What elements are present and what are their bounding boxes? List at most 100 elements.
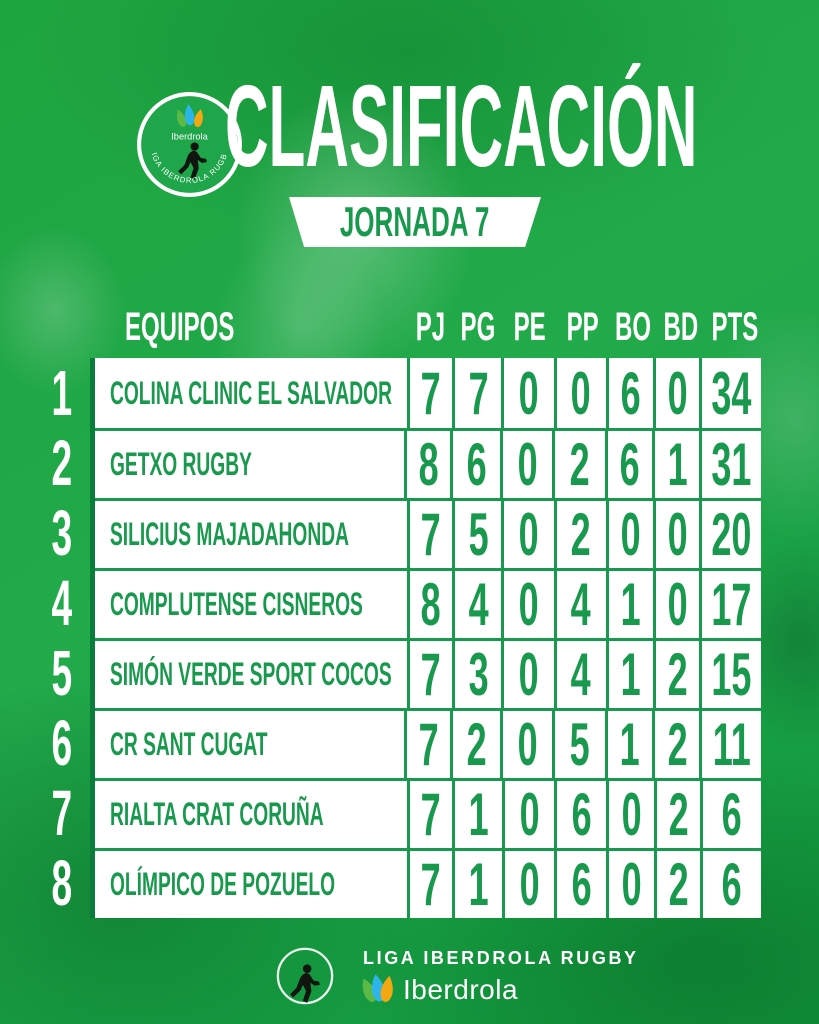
standings-table: COLINA CLINIC EL SALVADOR 7 7 0 0 6 0 34 GETXO R… bbox=[90, 358, 761, 918]
league-badge: Iberdrola LIGA IBERDROLA RUGBY bbox=[133, 84, 243, 198]
stat-cell-bd: 2 bbox=[653, 851, 700, 918]
table-row: SIMÓN VERDE SPORT COCOS 7 3 0 4 1 2 15 bbox=[95, 638, 761, 708]
table-row: COMPLUTENSE CISNEROS 8 4 0 4 1 0 17 bbox=[95, 568, 761, 638]
stat-cell-pe: 0 bbox=[501, 571, 553, 638]
rank-number: 5 bbox=[51, 637, 73, 709]
stat-cell-pp: 4 bbox=[553, 571, 606, 638]
stat-cell-pg: 2 bbox=[450, 711, 500, 778]
stat-cell-pe: 0 bbox=[501, 358, 553, 428]
table-row: SILICIUS MAJADAHONDA 7 5 0 2 0 0 20 bbox=[95, 498, 761, 568]
stat-cell-pg: 3 bbox=[452, 641, 501, 708]
iberdrola-logo-icon bbox=[362, 974, 393, 1002]
stat-cell-bd: 0 bbox=[652, 358, 699, 428]
stat-header-pe: PE bbox=[513, 305, 546, 349]
footer-rugby-badge bbox=[275, 946, 335, 1006]
rank-number: 1 bbox=[51, 357, 73, 429]
stat-cell-bo: 0 bbox=[606, 851, 653, 918]
team-name-cell: OLÍMPICO DE POZUELO bbox=[110, 866, 336, 902]
team-name-cell: SILICIUS MAJADAHONDA bbox=[110, 516, 349, 552]
stat-cell-pts: 6 bbox=[699, 781, 761, 848]
round-label: JORNADA 7 bbox=[340, 198, 490, 245]
stat-cell-pp: 6 bbox=[553, 781, 606, 848]
stat-cell-pe: 0 bbox=[499, 431, 553, 498]
stat-cell-pj: 8 bbox=[407, 571, 452, 638]
table-row: CR SANT CUGAT 7 2 0 5 1 2 11 bbox=[95, 708, 761, 778]
iberdrola-league-badge-icon: Iberdrola LIGA IBERDROLA RUGBY bbox=[133, 84, 242, 197]
stat-header-pj: PJ bbox=[415, 305, 445, 349]
stat-cell-pg: 1 bbox=[452, 781, 501, 848]
round-banner: JORNADA 7 bbox=[289, 197, 541, 247]
stat-cell-bd: 0 bbox=[652, 571, 699, 638]
stat-header-pts: PTS bbox=[711, 305, 759, 349]
table-row: GETXO RUGBY 8 6 0 2 6 1 31 bbox=[95, 428, 761, 498]
rank-number: 3 bbox=[51, 497, 73, 569]
stat-header-bd: BD bbox=[663, 305, 698, 349]
rank-number: 4 bbox=[51, 567, 73, 639]
stat-cell-pj: 7 bbox=[407, 781, 452, 848]
rugby-player-silhouette-icon bbox=[178, 142, 207, 180]
stat-header-pg: PG bbox=[460, 305, 496, 349]
stat-cell-bo: 1 bbox=[604, 711, 653, 778]
stat-cell-pg: 6 bbox=[450, 431, 500, 498]
table-row: COLINA CLINIC EL SALVADOR 7 7 0 0 6 0 34 bbox=[95, 358, 761, 428]
stat-cell-pg: 5 bbox=[452, 501, 501, 568]
stat-cell-pts: 20 bbox=[699, 501, 761, 568]
stat-cell-pp: 6 bbox=[553, 851, 606, 918]
stat-cell-pg: 1 bbox=[452, 851, 501, 918]
stat-cell-pe: 0 bbox=[501, 781, 554, 848]
stat-cell-bd: 2 bbox=[653, 781, 700, 848]
stat-cell-pe: 0 bbox=[501, 501, 553, 568]
team-name-cell: GETXO RUGBY bbox=[110, 446, 252, 482]
stat-cell-pe: 0 bbox=[501, 641, 553, 708]
stat-cell-pe: 0 bbox=[499, 711, 553, 778]
team-name-cell: RIALTA CRAT CORUÑA bbox=[110, 796, 324, 832]
stat-cell-pts: 15 bbox=[699, 641, 761, 708]
table-row: OLÍMPICO DE POZUELO 7 1 0 6 0 2 6 bbox=[95, 848, 761, 918]
badge-brand-label: Iberdrola bbox=[171, 131, 208, 141]
stat-cell-bo: 0 bbox=[606, 781, 653, 848]
stat-cell-pts: 11 bbox=[699, 711, 761, 778]
footer-brand: Iberdrola bbox=[360, 972, 518, 1008]
stat-cell-pg: 7 bbox=[452, 358, 501, 428]
stat-cell-bo: 6 bbox=[605, 358, 653, 428]
stat-header-pp: PP bbox=[566, 305, 599, 349]
stat-cell-bd: 2 bbox=[652, 641, 699, 708]
stat-cell-bo: 1 bbox=[605, 571, 653, 638]
rugby-player-icon bbox=[276, 947, 334, 1005]
stat-cell-pts: 6 bbox=[699, 851, 761, 918]
stat-cell-pj: 7 bbox=[407, 851, 452, 918]
stat-cell-bd: 0 bbox=[652, 501, 699, 568]
stat-cell-pj: 7 bbox=[407, 358, 452, 428]
teams-column-header: EQUIPOS bbox=[125, 305, 235, 349]
stat-cell-pp: 0 bbox=[553, 358, 606, 428]
footer-brand-label: Iberdrola bbox=[403, 974, 519, 1005]
stat-cell-bo: 1 bbox=[605, 641, 653, 708]
footer-league-label: LIGA IBERDROLA RUGBY bbox=[363, 948, 639, 968]
team-name-cell: COLINA CLINIC EL SALVADOR bbox=[110, 374, 392, 411]
stat-cell-pts: 34 bbox=[699, 358, 761, 428]
page-title-text: CLASIFICACIÓN bbox=[225, 61, 698, 191]
stat-cell-pj: 8 bbox=[404, 431, 450, 498]
stat-cell-pe: 0 bbox=[501, 851, 554, 918]
team-name-cell: CR SANT CUGAT bbox=[110, 726, 268, 762]
rank-number: 8 bbox=[51, 847, 73, 919]
stat-cell-pg: 4 bbox=[452, 571, 501, 638]
stat-cell-bo: 0 bbox=[605, 501, 653, 568]
rank-number: 7 bbox=[51, 777, 73, 849]
stat-cell-pj: 7 bbox=[404, 711, 450, 778]
stat-header-bo: BO bbox=[615, 305, 651, 349]
page-title: CLASIFICACIÓN bbox=[225, 68, 819, 184]
stat-cell-bo: 6 bbox=[604, 431, 653, 498]
stat-cell-pj: 7 bbox=[407, 641, 452, 708]
stat-cell-pp: 4 bbox=[553, 641, 606, 708]
team-name-cell: SIMÓN VERDE SPORT COCOS bbox=[110, 656, 392, 692]
team-name-cell: COMPLUTENSE CISNEROS bbox=[110, 586, 363, 622]
stat-cell-pp: 5 bbox=[552, 711, 605, 778]
rank-number: 2 bbox=[51, 427, 73, 499]
stat-cell-pts: 17 bbox=[699, 571, 761, 638]
stat-cell-bd: 1 bbox=[652, 431, 699, 498]
stat-headers: PJ PG PE PP BO BD PTS bbox=[407, 305, 766, 349]
stat-cell-pp: 2 bbox=[553, 501, 606, 568]
stat-cell-bd: 2 bbox=[652, 711, 699, 778]
